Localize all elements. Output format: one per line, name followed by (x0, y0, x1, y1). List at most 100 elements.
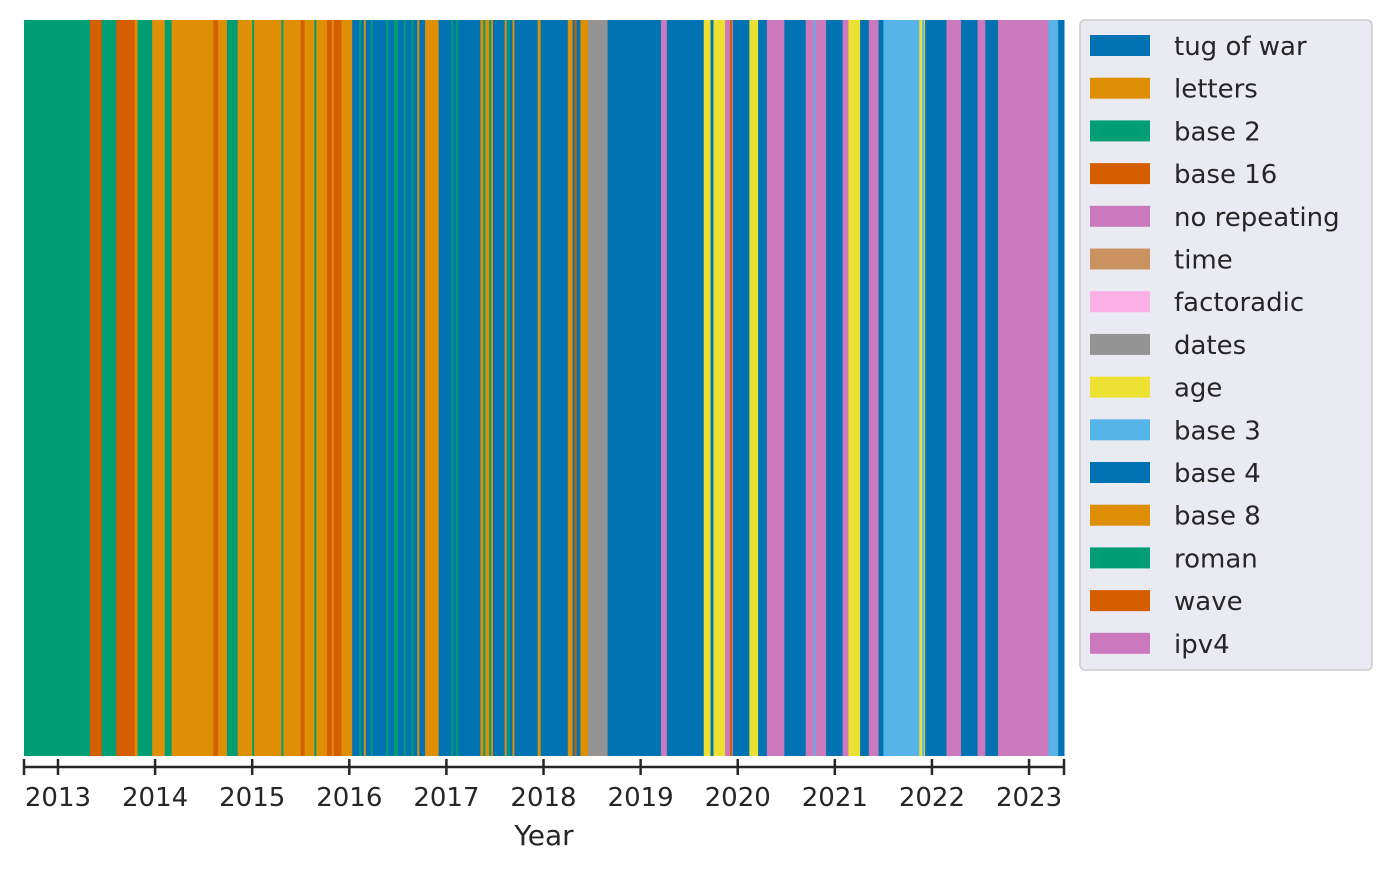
stripe-base-16 (574, 20, 577, 756)
band-base-2 (314, 20, 317, 756)
band-base-2 (24, 20, 91, 756)
stripe-base-3 (897, 20, 900, 756)
stripe-base-2 (451, 20, 454, 756)
legend-swatch (1090, 632, 1150, 654)
x-tick-label: 2020 (705, 783, 771, 813)
stripe-letters (331, 20, 334, 756)
band-base-2 (226, 20, 239, 756)
band-no-repeating (977, 20, 986, 756)
legend-swatch (1090, 547, 1150, 569)
stripe-letters (187, 20, 190, 756)
stripe-base-2 (386, 20, 389, 756)
stripe-base-2 (359, 20, 362, 756)
band-base-4 (784, 20, 807, 756)
legend-swatch (1090, 376, 1150, 398)
band-age (848, 20, 861, 756)
legend-swatch (1090, 163, 1150, 185)
band-base-4 (758, 20, 768, 756)
band-tug-of-war (607, 20, 662, 756)
legend-frame (1079, 19, 1373, 671)
band-tug-of-war (365, 20, 395, 756)
legend-label: base 8 (1174, 502, 1261, 532)
stripe-base-2 (489, 20, 492, 756)
legend-swatch (1090, 120, 1150, 142)
band-tug-of-war (540, 20, 569, 756)
band-base-3 (1048, 20, 1059, 756)
band-letters (254, 20, 302, 756)
legend-label: age (1174, 374, 1222, 404)
band-base-2 (252, 20, 255, 756)
legend-label: tug of war (1174, 32, 1307, 62)
band-base-16 (326, 20, 343, 756)
legend-swatch (1090, 419, 1150, 441)
legend-swatch (1090, 248, 1150, 270)
x-axis-label: Year (513, 819, 574, 852)
legend-label: base 4 (1174, 459, 1261, 489)
band-base-16 (90, 20, 103, 756)
legend-swatch (1090, 462, 1150, 483)
band-letters (341, 20, 353, 756)
band-base-16 (213, 20, 219, 756)
band-letters (152, 20, 166, 756)
band-base-4 (732, 20, 750, 756)
legend-swatch (1090, 333, 1150, 355)
x-tick-label: 2019 (608, 783, 674, 813)
stripe-letters (504, 20, 507, 756)
stripe-base-2 (403, 20, 406, 756)
band-age (703, 20, 712, 756)
band-base-4 (925, 20, 947, 756)
band-base-16 (300, 20, 306, 756)
band-letters (580, 20, 589, 756)
stripe-base-2 (411, 20, 414, 756)
x-tick-label: 2014 (122, 783, 188, 813)
stripe-base-2 (456, 20, 459, 756)
legend-swatch (1090, 205, 1150, 227)
band-letters (171, 20, 214, 756)
band-ipv4 (997, 20, 1049, 756)
legend-label: letters (1174, 75, 1258, 105)
x-tick-label: 2021 (802, 783, 868, 813)
band-age (713, 20, 726, 756)
band-letters (218, 20, 228, 756)
stripe-base-2 (370, 20, 373, 756)
x-axis: 2013 2014 2015 2016 2017 2018 2019 2020 2021 2022… (22, 759, 1066, 813)
legend-swatch (1090, 77, 1150, 99)
band-letters (425, 20, 440, 756)
legend-swatch (1090, 35, 1150, 56)
band-letters (134, 20, 140, 756)
x-tick-label: 2017 (413, 783, 479, 813)
timeline-bands (24, 20, 1065, 756)
band-base-2 (138, 20, 153, 756)
stripe-base-4 (968, 20, 971, 756)
stripe-base-16 (729, 20, 732, 756)
x-tick-label: 2013 (25, 783, 91, 813)
band-letters (567, 20, 574, 756)
legend-label: factoradic (1174, 288, 1304, 318)
legend-label: wave (1174, 587, 1243, 617)
legend-label: base 3 (1174, 416, 1261, 446)
band-no-repeating (805, 20, 814, 756)
band-letters (237, 20, 253, 756)
legend-label: time (1174, 246, 1233, 276)
legend: tug of war letters base 2 base 16 no repeati… (1079, 19, 1373, 671)
band-no-repeating (725, 20, 734, 756)
x-tick-label: 2022 (899, 783, 965, 813)
legend-label: dates (1174, 331, 1246, 361)
band-dates (588, 20, 609, 756)
stripe-tug-of-war (795, 20, 798, 756)
band-tug-of-war (493, 20, 515, 756)
x-tick-label: 2023 (996, 783, 1062, 813)
band-tug-of-war (352, 20, 365, 756)
band-base-4 (710, 20, 714, 756)
stripe-tug-of-war (670, 20, 673, 756)
band-base-3 (813, 20, 816, 756)
x-tick-label: 2016 (316, 783, 382, 813)
band-age (749, 20, 759, 756)
band-base-3 (883, 20, 920, 756)
band-base-2 (164, 20, 173, 756)
band-letters (316, 20, 328, 756)
band-no-repeating (815, 20, 827, 756)
stripe-base-2 (483, 20, 486, 756)
